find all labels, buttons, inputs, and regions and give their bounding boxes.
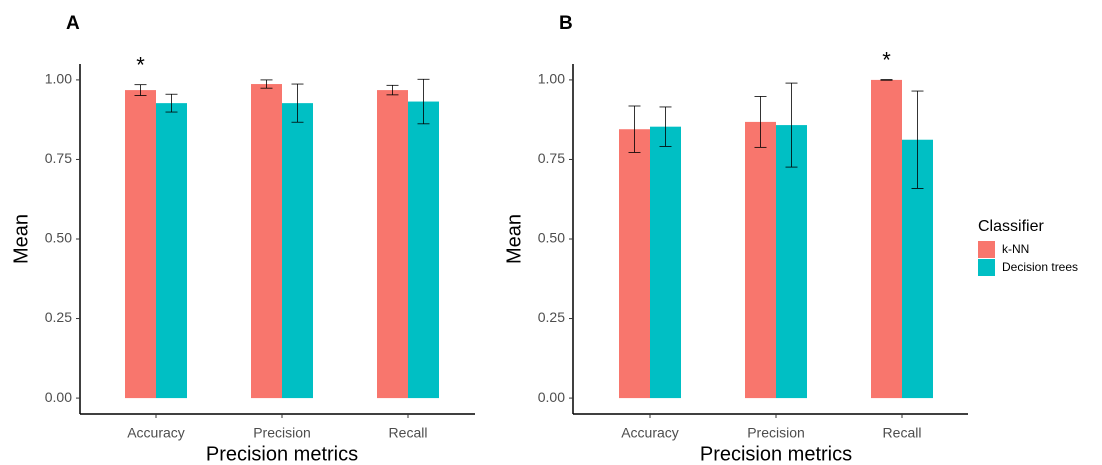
x-tick-label: Precision	[253, 425, 311, 441]
bar	[619, 129, 650, 399]
x-tick-label: Accuracy	[127, 425, 185, 441]
y-tick-label: 0.25	[45, 309, 72, 325]
panel-label: A	[66, 13, 80, 34]
x-tick-label: Recall	[389, 425, 428, 441]
panel-label: B	[559, 13, 573, 34]
y-tick-label: 0.50	[538, 230, 565, 246]
y-tick-label: 0.75	[538, 150, 565, 166]
y-tick-label: 0.50	[45, 230, 72, 246]
annotation: *	[882, 47, 891, 72]
bar	[650, 126, 681, 399]
bar	[251, 84, 282, 399]
x-tick-label: Accuracy	[621, 425, 679, 441]
x-tick-label: Precision	[747, 425, 805, 441]
legend-key	[978, 259, 995, 276]
y-tick-label: 1.00	[538, 71, 565, 87]
y-axis-title: Mean	[503, 214, 525, 264]
y-tick-label: 1.00	[45, 71, 72, 87]
legend-title: Classifier	[978, 218, 1044, 235]
bar	[745, 121, 776, 399]
bar	[125, 90, 156, 399]
x-axis-title: Precision metrics	[700, 443, 852, 465]
annotation: *	[136, 52, 145, 77]
bar	[156, 103, 187, 399]
legend-label: Decision trees	[1002, 260, 1078, 274]
y-tick-label: 0.00	[538, 389, 565, 405]
legend-label: k-NN	[1002, 242, 1029, 256]
bar	[871, 79, 902, 399]
y-axis-title: Mean	[10, 214, 32, 264]
legend-key	[978, 241, 995, 258]
y-tick-label: 0.00	[45, 389, 72, 405]
x-axis-title: Precision metrics	[206, 443, 358, 465]
x-tick-label: Recall	[883, 425, 922, 441]
y-tick-label: 0.25	[538, 309, 565, 325]
y-tick-label: 0.75	[45, 150, 72, 166]
bar	[377, 90, 408, 399]
bar	[776, 125, 807, 399]
bar	[408, 101, 439, 399]
bar	[282, 103, 313, 399]
